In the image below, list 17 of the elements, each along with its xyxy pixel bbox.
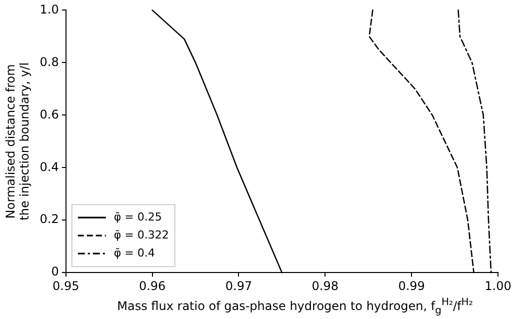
x-tick-label: 1.00	[484, 278, 512, 293]
x-tick-label: 0.96	[138, 278, 166, 293]
x-tick-label: 0.98	[312, 278, 339, 293]
y-tick-label: 0.6	[40, 107, 59, 122]
y-tick-label: 0	[51, 264, 59, 279]
y-tick-label: 0.8	[40, 54, 59, 69]
x-tick-label: 0.95	[52, 278, 80, 293]
x-axis-title: Mass flux ratio of gas-phase hydrogen to hydrogen, f$_{g}$$^{H₂}$/f$^{H₂}$	[116, 296, 474, 316]
legend-label: φ̄ = 0.322	[114, 228, 169, 242]
x-tick-label: 0.97	[225, 278, 252, 293]
y-tick-label: 0.2	[40, 212, 59, 226]
y-tick-label: 0.4	[40, 160, 59, 174]
y-tick-label: 1.0	[40, 2, 59, 16]
y-axis-title: Normalised distance from the injection boundary, y/l	[3, 62, 32, 220]
x-tick-label: 0.99	[398, 278, 425, 293]
legend-label: φ̄ = 0.25	[114, 210, 162, 224]
legend-label: φ̄ = 0.4	[114, 246, 155, 260]
